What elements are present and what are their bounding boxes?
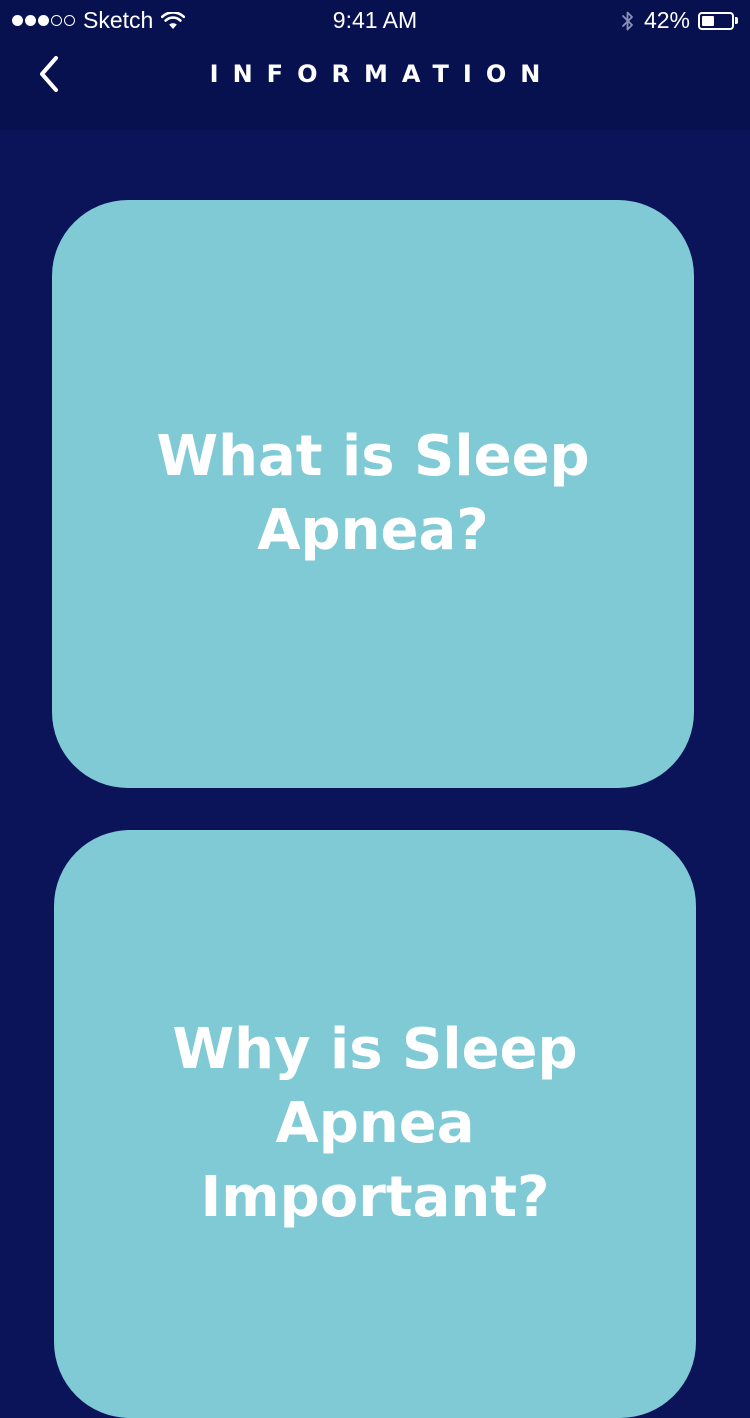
- status-bar: Sketch 9:41 AM 42%: [0, 0, 750, 40]
- info-card-why-is-sleep-apnea-important[interactable]: Why is Sleep Apnea Important?: [54, 830, 696, 1418]
- card-title: Why is Sleep Apnea Important?: [172, 1017, 578, 1230]
- wifi-icon: [161, 11, 186, 29]
- signal-dot: [12, 15, 23, 26]
- chevron-left-icon: [40, 56, 58, 92]
- signal-dot: [25, 15, 36, 26]
- signal-dot: [64, 15, 75, 26]
- battery-body: [698, 11, 734, 30]
- battery-icon: [698, 11, 738, 31]
- battery-percent: 42%: [643, 7, 690, 33]
- back-button[interactable]: [28, 52, 72, 96]
- card-title: What is Sleep Apnea?: [156, 424, 590, 563]
- battery-fill: [702, 15, 714, 26]
- bluetooth-icon: [622, 11, 633, 30]
- carrier-name: Sketch: [83, 7, 154, 33]
- status-left: Sketch: [12, 7, 186, 34]
- signal-dot: [51, 15, 62, 26]
- signal-dot: [38, 15, 49, 26]
- info-card-what-is-sleep-apnea[interactable]: What is Sleep Apnea?: [52, 200, 694, 788]
- status-right: 42%: [620, 7, 738, 34]
- signal-strength-icon: [12, 15, 75, 26]
- page-title: INFORMATION: [209, 60, 555, 88]
- nav-header: Sketch 9:41 AM 42% INFORMATIO: [0, 0, 750, 130]
- battery-nub: [735, 17, 738, 24]
- status-time: 9:41 AM: [332, 7, 418, 33]
